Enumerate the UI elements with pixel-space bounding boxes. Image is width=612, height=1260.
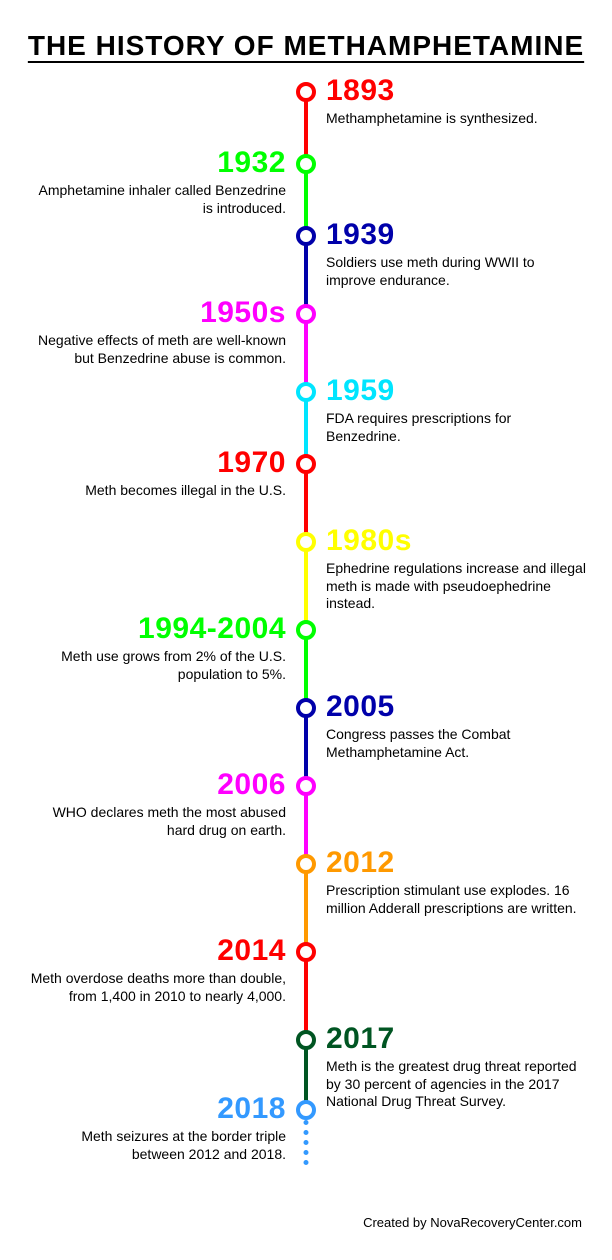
event-year: 1932 — [217, 148, 286, 178]
timeline-event: 1980sEphedrine regulations increase and … — [0, 532, 612, 620]
connector-segment — [304, 708, 308, 786]
timeline-event: 2006WHO declares meth the most abused ha… — [0, 776, 612, 854]
event-year: 1959 — [326, 376, 395, 406]
event-description: Congress passes the Combat Methamphetami… — [326, 726, 586, 761]
page-title: THE HISTORY OF METHAMPHETAMINE — [0, 0, 612, 82]
connector-segment — [304, 464, 308, 542]
event-description: Prescription stimulant use explodes. 16 … — [326, 882, 586, 917]
timeline-event: 1970Meth becomes illegal in the U.S. — [0, 454, 612, 532]
timeline-event: 2012Prescription stimulant use explodes.… — [0, 854, 612, 942]
event-year: 2017 — [326, 1024, 395, 1054]
timeline-node — [296, 620, 316, 640]
event-year: 1939 — [326, 220, 395, 250]
connector-segment — [304, 542, 308, 630]
event-year: 2014 — [217, 936, 286, 966]
timeline-container: 1893Methamphetamine is synthesized.1932A… — [0, 82, 612, 1195]
credit-line: Created by NovaRecoveryCenter.com — [0, 1195, 612, 1230]
timeline-event: 1950sNegative effects of meth are well-k… — [0, 304, 612, 382]
timeline-node — [296, 226, 316, 246]
timeline-node — [296, 154, 316, 174]
connector-segment — [304, 952, 308, 1040]
event-description: WHO declares meth the most abused hard d… — [26, 804, 286, 839]
timeline-event: 2005Congress passes the Combat Methamphe… — [0, 698, 612, 776]
timeline-node — [296, 532, 316, 552]
event-description: Meth seizures at the border triple betwe… — [26, 1128, 286, 1163]
event-year: 2005 — [326, 692, 395, 722]
connector-segment — [304, 630, 308, 708]
connector-segment — [304, 236, 308, 314]
timeline-event: 2018Meth seizures at the border triple b… — [0, 1100, 612, 1195]
event-year: 1893 — [326, 76, 395, 106]
timeline-node — [296, 776, 316, 796]
event-year: 2006 — [217, 770, 286, 800]
event-description: Soldiers use meth during WWII to improve… — [326, 254, 586, 289]
timeline-event: 2017Meth is the greatest drug threat rep… — [0, 1030, 612, 1100]
dotted-tail — [304, 1120, 309, 1165]
timeline-node — [296, 454, 316, 474]
event-description: FDA requires prescriptions for Benzedrin… — [326, 410, 586, 445]
event-description: Meth becomes illegal in the U.S. — [85, 482, 286, 500]
timeline-event: 1932Amphetamine inhaler called Benzedrin… — [0, 154, 612, 226]
timeline-event: 2014Meth overdose deaths more than doubl… — [0, 942, 612, 1030]
timeline-event: 1893Methamphetamine is synthesized. — [0, 82, 612, 154]
event-description: Ephedrine regulations increase and illeg… — [326, 560, 586, 613]
connector-segment — [304, 786, 308, 864]
timeline-event: 1959FDA requires prescriptions for Benze… — [0, 382, 612, 454]
event-description: Amphetamine inhaler called Benzedrine is… — [26, 182, 286, 217]
event-description: Meth overdose deaths more than double, f… — [26, 970, 286, 1005]
timeline-node — [296, 942, 316, 962]
timeline-node — [296, 1030, 316, 1050]
timeline-node — [296, 698, 316, 718]
event-year: 1980s — [326, 526, 412, 556]
timeline-node — [296, 1100, 316, 1120]
event-year: 2012 — [326, 848, 395, 878]
event-description: Meth use grows from 2% of the U.S. popul… — [26, 648, 286, 683]
event-description: Negative effects of meth are well-known … — [26, 332, 286, 367]
connector-segment — [304, 314, 308, 392]
timeline-node — [296, 304, 316, 324]
timeline-node — [296, 854, 316, 874]
event-year: 1970 — [217, 448, 286, 478]
timeline-event: 1994-2004Meth use grows from 2% of the U… — [0, 620, 612, 698]
event-year: 1994-2004 — [138, 614, 286, 644]
event-description: Methamphetamine is synthesized. — [326, 110, 538, 128]
timeline-node — [296, 382, 316, 402]
event-year: 2018 — [217, 1094, 286, 1124]
timeline-event: 1939Soldiers use meth during WWII to imp… — [0, 226, 612, 304]
timeline-node — [296, 82, 316, 102]
event-year: 1950s — [200, 298, 286, 328]
connector-segment — [304, 864, 308, 952]
